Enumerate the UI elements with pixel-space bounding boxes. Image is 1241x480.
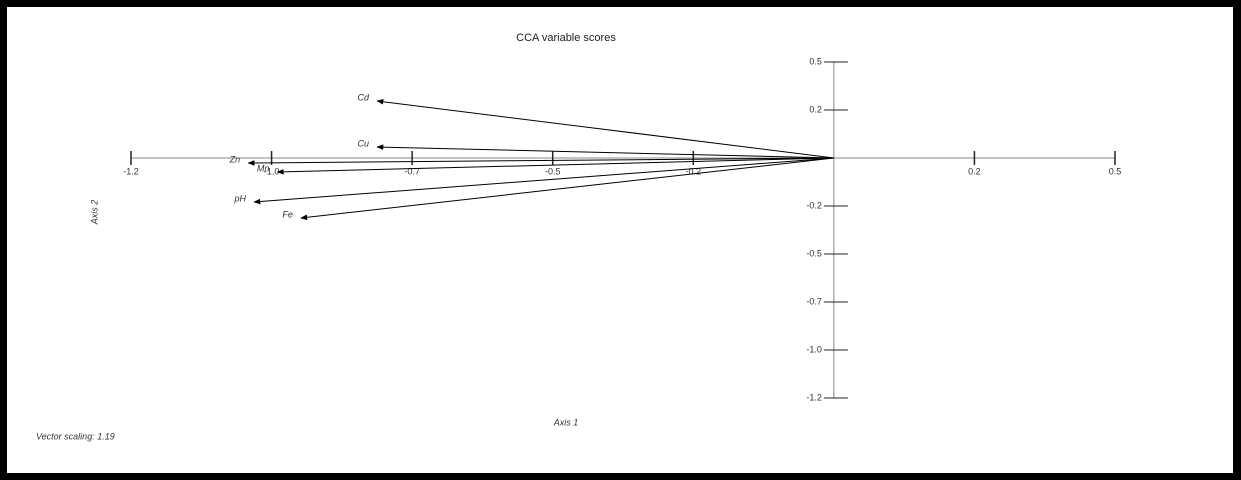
- y-tick-label: -1.0: [806, 344, 822, 354]
- vector-label: pH: [233, 193, 246, 203]
- vector-label: Fe: [282, 209, 293, 219]
- x-tick-label: -0.7: [404, 166, 420, 176]
- y-tick-label: -0.2: [806, 200, 822, 210]
- x-tick-label: -1.0: [264, 166, 280, 176]
- vector-arrow: [247, 157, 834, 166]
- chart-title: CCA variable scores: [516, 32, 616, 44]
- vector-arrow: [300, 157, 834, 221]
- vector-arrow: [253, 157, 834, 205]
- vector-arrow: [376, 144, 834, 159]
- y-tick-label: 0.2: [809, 104, 822, 114]
- y-tick-label: -1.2: [806, 392, 822, 402]
- vector-label: Cu: [357, 138, 369, 148]
- y-tick-label: -0.5: [806, 248, 822, 258]
- x-tick-label: -1.2: [123, 166, 139, 176]
- vector-label: Cd: [357, 92, 369, 102]
- x-tick-label: 0.2: [968, 166, 981, 176]
- x-tick-label: 0.5: [1109, 166, 1122, 176]
- plot-frame: [7, 7, 1233, 473]
- x-axis-label: Axis 1: [553, 417, 579, 427]
- y-axis-label: Axis 2: [89, 200, 99, 226]
- vector-label: Zn: [229, 154, 241, 164]
- vector-arrow: [376, 99, 834, 159]
- vector-arrow: [276, 157, 834, 175]
- vector-label: Mn: [257, 163, 270, 173]
- y-tick-label: -0.7: [806, 296, 822, 306]
- x-tick-label: -0.2: [686, 166, 702, 176]
- y-tick-label: 0.5: [809, 56, 822, 66]
- x-tick-label: -0.5: [545, 166, 561, 176]
- note: Vector scaling: 1.19: [36, 431, 115, 441]
